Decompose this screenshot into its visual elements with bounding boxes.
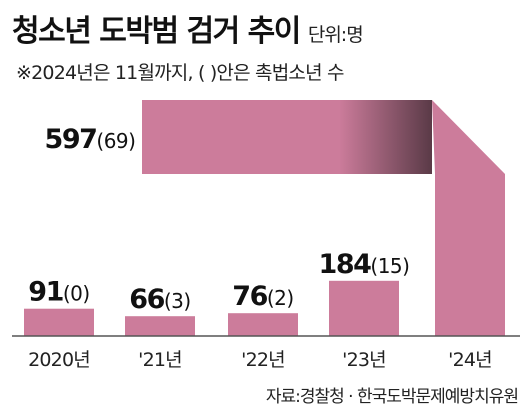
x-tick-label-0: 2020년 xyxy=(28,349,90,371)
chart-title: 청소년 도박범 검거 추이 xyxy=(12,14,301,49)
chart-header: 청소년 도박범 검거 추이 단위:명 xyxy=(12,6,364,50)
bar-0 xyxy=(24,308,94,336)
value-label-3: 184(15) xyxy=(319,249,410,280)
x-tick-label-1: '21년 xyxy=(138,349,182,371)
unit-label: 단위:명 xyxy=(307,24,364,46)
x-tick-label-2: '22년 xyxy=(241,349,285,371)
x-tick-label-4: '24년 xyxy=(448,349,492,371)
value-label-2: 76(2) xyxy=(232,281,293,312)
chart-note: ※2024년은 11월까지, ( )안은 촉법소년 수 xyxy=(16,62,344,84)
value-label-4: 597(69) xyxy=(45,124,136,155)
bar-4-band xyxy=(142,100,432,174)
x-tick-label-3: '23년 xyxy=(342,349,386,371)
bar-3 xyxy=(329,280,399,336)
value-label-0: 91(0) xyxy=(28,277,89,308)
value-label-1: 66(3) xyxy=(129,284,190,315)
source-note: 자료:경찰청 · 한국도박문제예방치유원 xyxy=(265,387,519,407)
bar-1 xyxy=(125,316,195,336)
bar-2 xyxy=(228,313,298,336)
value-labels-group: 91(0) 66(3) 76(2) 184(15) 597(69) xyxy=(28,124,410,315)
bar-4 xyxy=(432,100,505,336)
bars-group xyxy=(24,100,505,336)
x-tick-labels-group: 2020년 '21년 '22년 '23년 '24년 xyxy=(28,349,493,371)
